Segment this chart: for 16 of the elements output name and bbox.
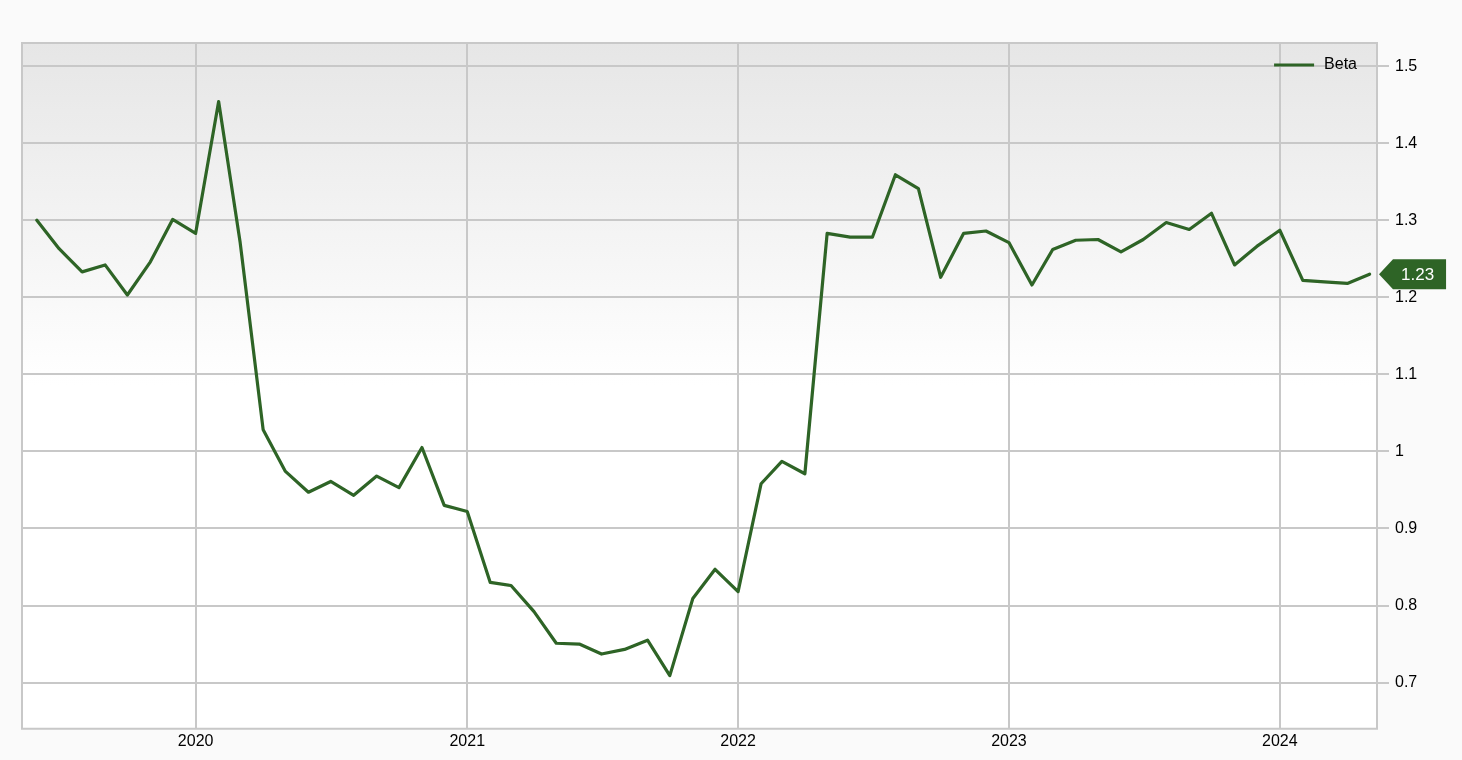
y-tick-label: 1.1 [1395, 364, 1418, 382]
y-tick-label: 1.3 [1395, 210, 1418, 228]
y-tick-label: 0.7 [1395, 672, 1418, 690]
y-tick-label: 1.4 [1395, 133, 1418, 151]
x-tick-label: 2022 [720, 731, 756, 749]
y-tick-label: 0.9 [1395, 518, 1418, 536]
y-tick-label: 1 [1395, 441, 1404, 459]
x-tick-label: 2023 [991, 731, 1027, 749]
annotation: 1.23 [1401, 264, 1435, 284]
legend-label: Beta [1324, 55, 1358, 73]
y-tick-label: 1.2 [1395, 287, 1418, 305]
y-tick-label: 0.8 [1395, 595, 1418, 613]
x-tick-label: 2021 [449, 731, 486, 749]
x-tick-label: 2020 [177, 731, 214, 749]
y-tick-label: 1.5 [1395, 56, 1418, 74]
x-tick-label: 2024 [1261, 731, 1298, 749]
